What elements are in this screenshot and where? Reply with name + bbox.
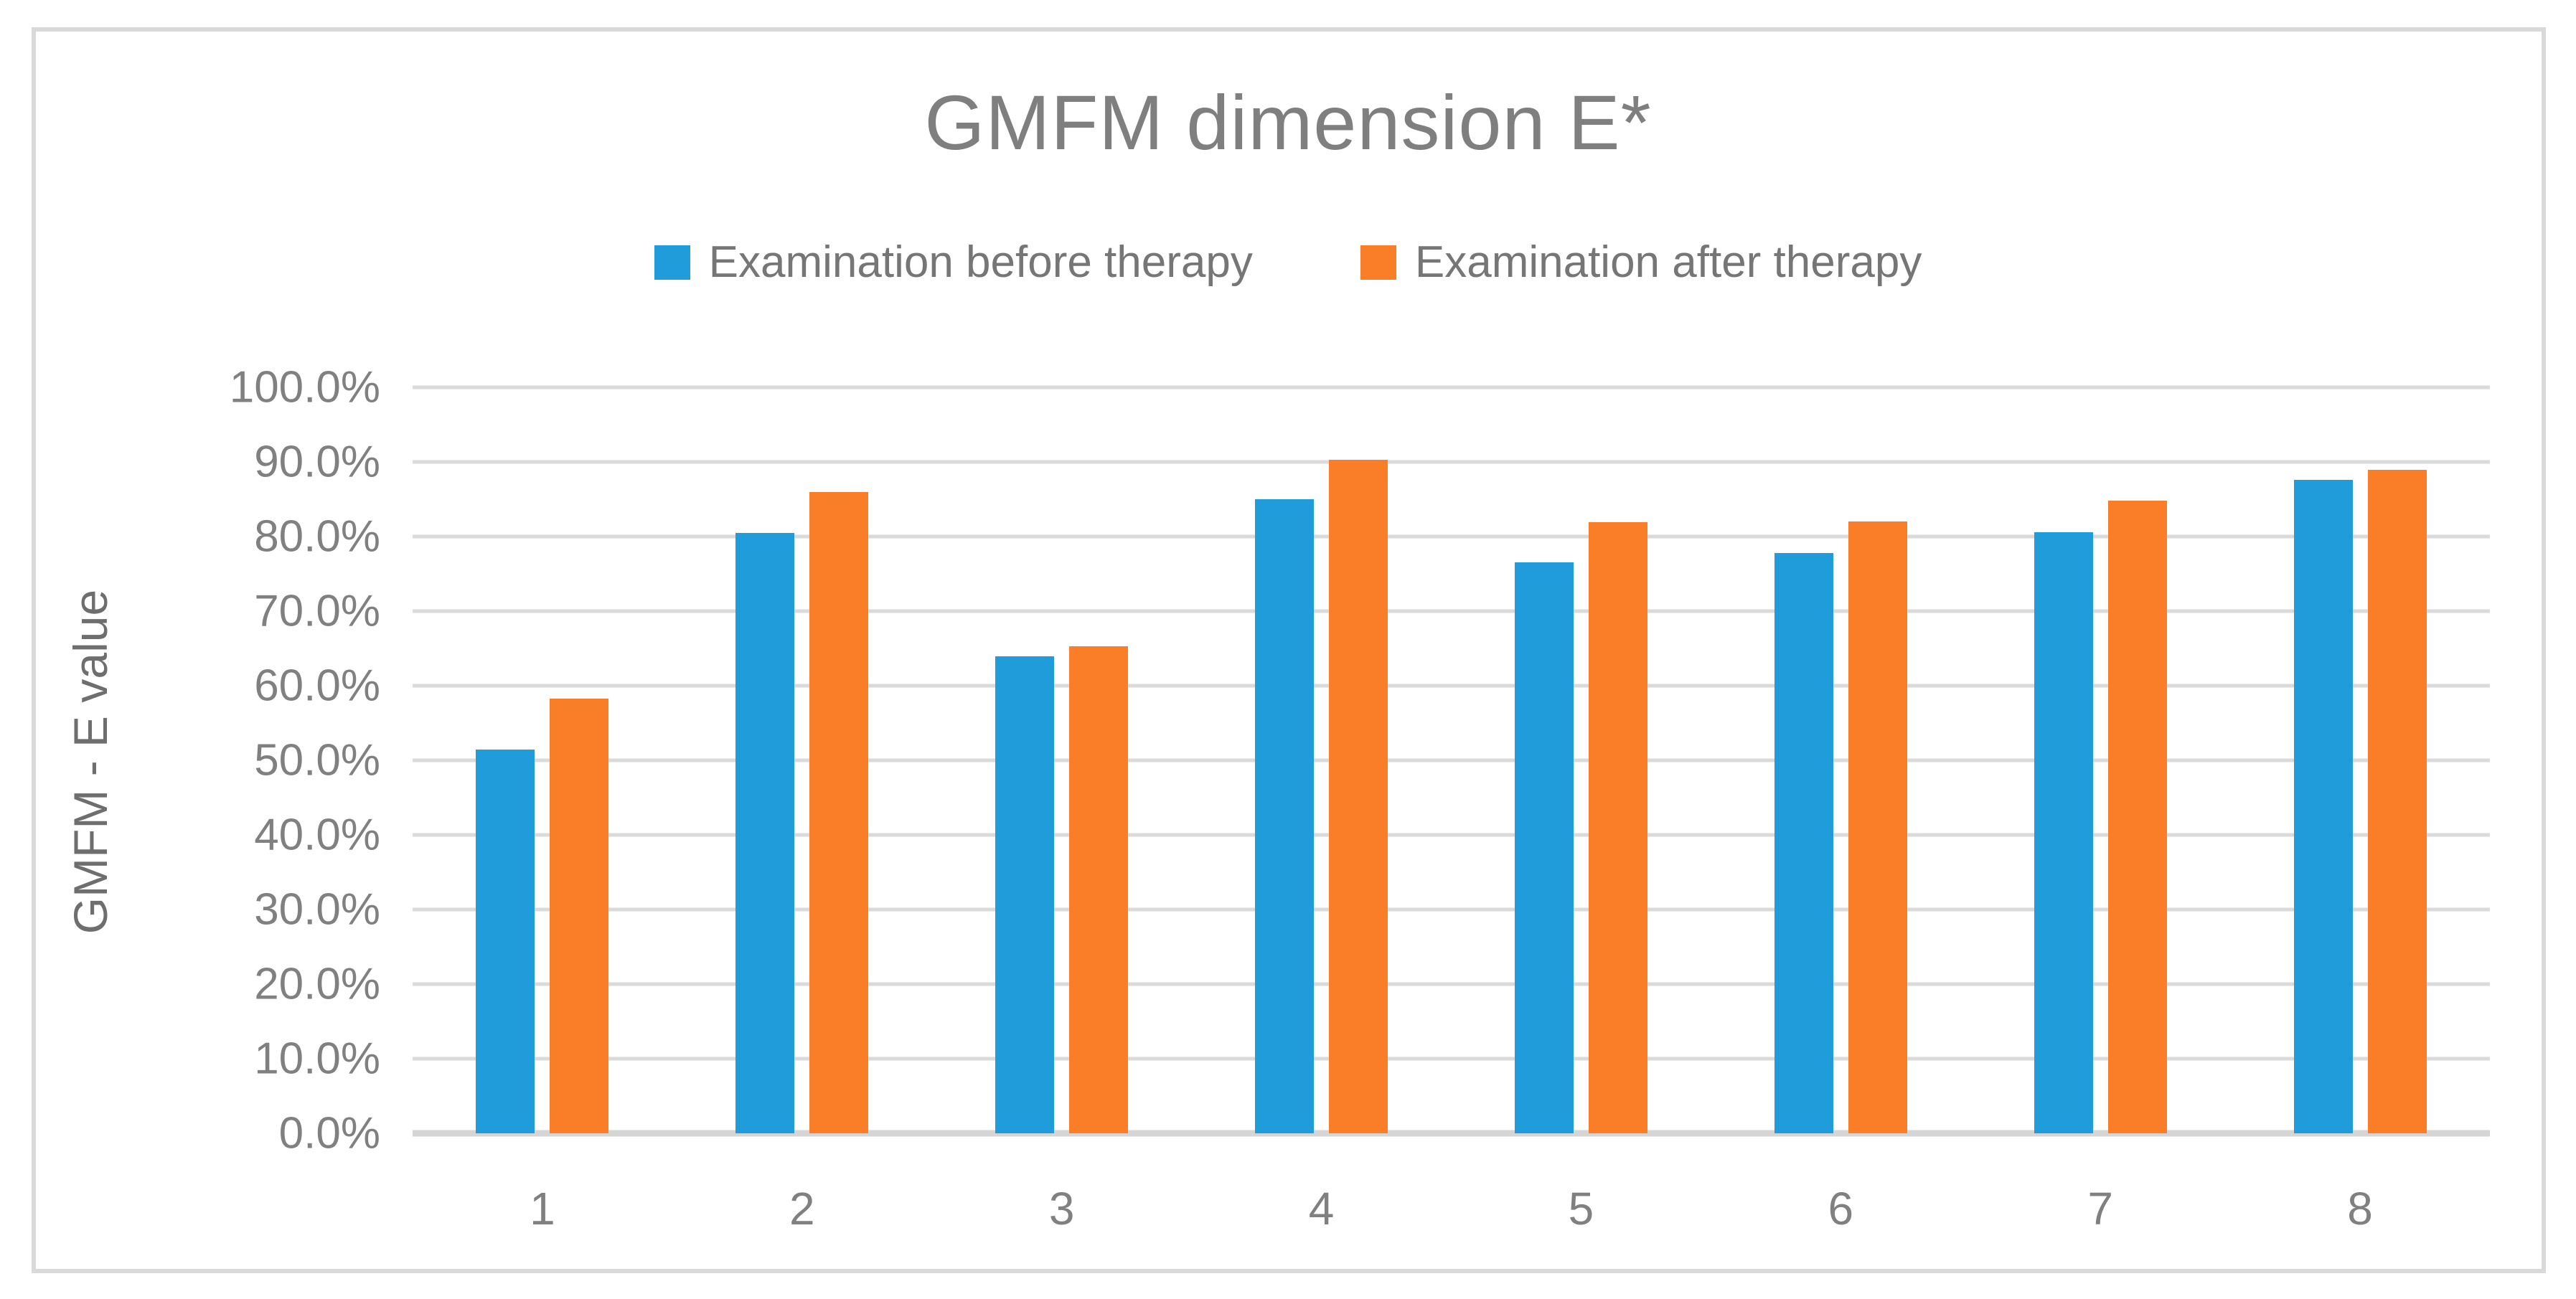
x-tick-label-3: 3: [1048, 1183, 1075, 1234]
bar-before-cat2: [735, 532, 795, 1133]
y-tick-label: 80.0%: [254, 511, 380, 562]
bar-pair-6: [1774, 387, 1907, 1133]
y-tick-label: 60.0%: [254, 661, 380, 711]
legend-swatch-after: [1360, 245, 1396, 280]
category-slot-5: [1452, 387, 1711, 1133]
y-tick-label: 70.0%: [254, 586, 380, 636]
x-tick-label-4: 4: [1308, 1183, 1335, 1234]
gridline: [413, 385, 2490, 389]
category-slot-1: [413, 387, 672, 1133]
bar-before-cat7: [2034, 532, 2093, 1133]
gridline: [413, 684, 2490, 688]
category-slot-6: [1711, 387, 1970, 1133]
bar-after-cat8: [2367, 470, 2427, 1133]
bar-after-cat6: [1848, 521, 1907, 1133]
category-slot-4: [1192, 387, 1452, 1133]
bar-after-cat1: [550, 698, 609, 1133]
bar-pair-5: [1514, 387, 1647, 1133]
y-tick-label: 50.0%: [254, 735, 380, 785]
bar-before-cat1: [476, 750, 535, 1133]
x-tick-label-6: 6: [1828, 1183, 1854, 1234]
chart-title: GMFM dimension E*: [924, 79, 1652, 166]
bar-pair-1: [476, 387, 609, 1133]
x-tick-labels: 1 2 3 4 5 6 7 8: [413, 1182, 2490, 1235]
bar-pair-7: [2034, 387, 2167, 1133]
category-slot-2: [672, 387, 932, 1133]
bar-before-cat8: [2293, 479, 2353, 1133]
bar-after-cat4: [1329, 459, 1388, 1133]
bar-before-cat3: [995, 656, 1055, 1133]
y-tick-label: 10.0%: [254, 1034, 380, 1084]
bar-after-cat2: [809, 491, 869, 1133]
category-slot-7: [1970, 387, 2230, 1133]
y-tick-label: 20.0%: [254, 959, 380, 1009]
y-tick-labels: 100.0% 90.0% 80.0% 70.0% 60.0% 50.0% 40.0% 30.0…: [0, 363, 380, 1158]
gridline: [413, 460, 2490, 464]
x-tick-label-5: 5: [1568, 1183, 1594, 1234]
x-tick-label-7: 7: [2087, 1183, 2113, 1234]
bar-after-cat5: [1588, 522, 1647, 1133]
y-tick-label: 90.0%: [254, 437, 380, 487]
y-tick-label: 0.0%: [278, 1108, 380, 1158]
bars-layer: [413, 387, 2490, 1133]
gridline: [413, 1057, 2490, 1061]
gridline: [413, 758, 2490, 762]
bar-before-cat5: [1514, 562, 1574, 1133]
bar-after-cat3: [1069, 646, 1129, 1133]
bar-pair-4: [1255, 387, 1388, 1133]
bar-pair-8: [2293, 387, 2427, 1133]
x-axis-line: [413, 1130, 2490, 1137]
bar-after-cat7: [2107, 501, 2167, 1133]
category-slot-3: [932, 387, 1192, 1133]
legend-item-after: Examination after therapy: [1360, 237, 1922, 288]
x-tick-label-1: 1: [530, 1183, 555, 1234]
x-tick-label-8: 8: [2347, 1183, 2373, 1234]
gridline: [413, 982, 2490, 986]
bar-before-cat4: [1255, 499, 1315, 1133]
plot-area: [413, 385, 2490, 1137]
gridline: [413, 833, 2490, 837]
category-slot-8: [2230, 387, 2490, 1133]
legend-item-before: Examination before therapy: [654, 237, 1253, 288]
y-tick-label: 100.0%: [229, 362, 380, 412]
legend-swatch-before: [654, 245, 690, 280]
bar-pair-3: [995, 387, 1129, 1133]
legend-label-before: Examination before therapy: [708, 237, 1253, 287]
y-tick-label: 40.0%: [254, 810, 380, 860]
gridline: [413, 534, 2490, 539]
legend-label-after: Examination after therapy: [1414, 237, 1922, 287]
legend: Examination before therapy Examination a…: [0, 237, 2576, 288]
bar-pair-2: [735, 387, 869, 1133]
y-tick-label: 30.0%: [254, 884, 380, 935]
x-tick-label-2: 2: [789, 1183, 815, 1234]
bar-before-cat6: [1774, 552, 1833, 1133]
gridline: [413, 609, 2490, 613]
gridline: [413, 907, 2490, 912]
